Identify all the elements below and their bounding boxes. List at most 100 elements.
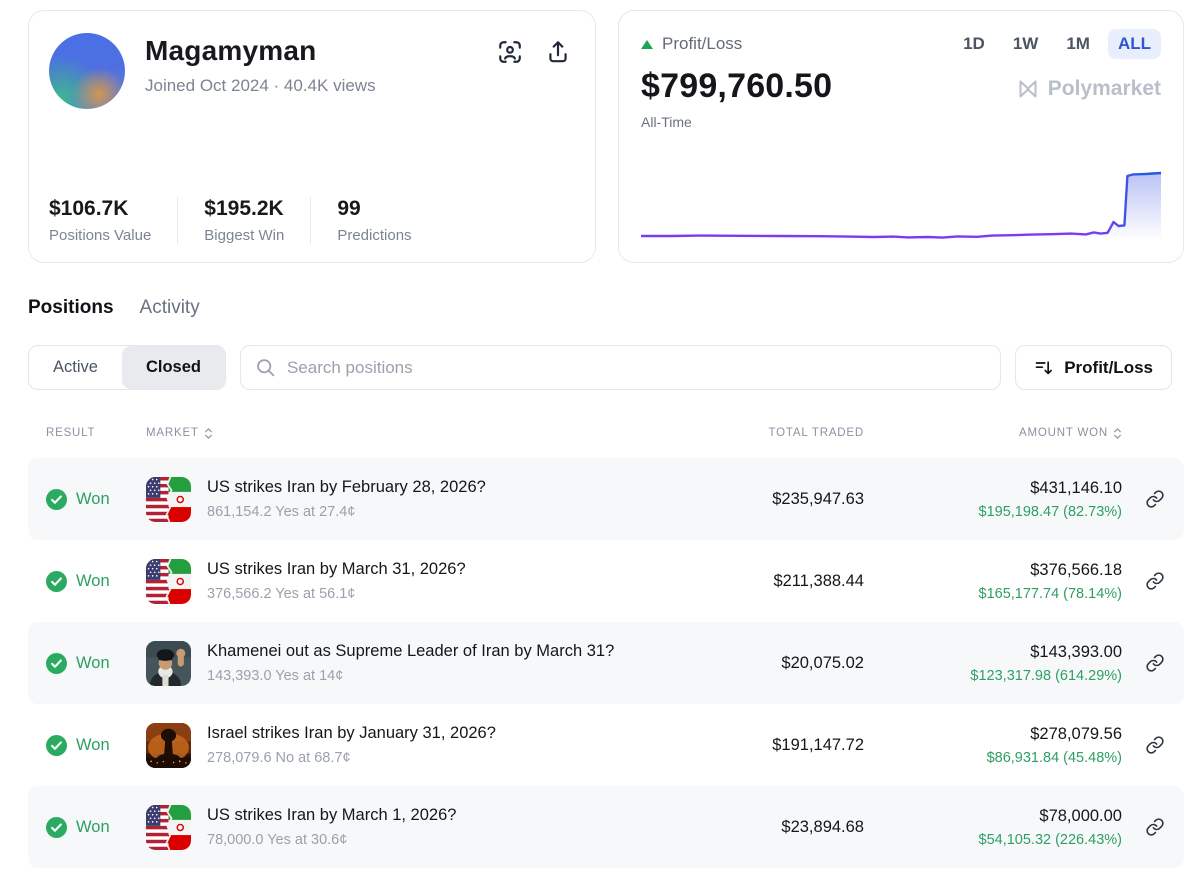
link-icon[interactable] (1145, 735, 1165, 755)
table-row[interactable]: Won US strikes Iran by March 31, 2026? 3… (28, 540, 1184, 622)
stat-value: $106.7K (49, 197, 129, 220)
header-amount-won[interactable]: AMOUNT WON (882, 427, 1126, 440)
result-cell: Won (28, 734, 146, 756)
amount-won-cell: $143,393.00 $123,317.98 (614.29%) (882, 643, 1126, 684)
market-subtitle: 376,566.2 Yes at 56.1¢ (207, 586, 356, 602)
range-all[interactable]: ALL (1107, 29, 1161, 59)
pnl-line (641, 171, 1161, 239)
khamenei-portrait-thumbnail (146, 641, 191, 686)
result-cell: Won (28, 570, 146, 592)
search-positions-box (239, 345, 1002, 390)
link-cell (1126, 653, 1184, 673)
market-subtitle: 861,154.2 Yes at 27.4¢ (207, 504, 356, 520)
us-iran-torn-flags-thumbnail (146, 805, 191, 850)
header-market-label: MARKET (146, 427, 199, 439)
won-check-icon (46, 488, 67, 510)
market-cell: US strikes Iran by March 31, 2026? 376,5… (146, 559, 702, 604)
market-cell: Khamenei out as Supreme Leader of Iran b… (146, 641, 702, 686)
filter-row: Active Closed Profit/Loss (28, 345, 1172, 390)
toggle-active[interactable]: Active (53, 358, 98, 376)
won-detail: $195,198.47 (82.73%) (978, 503, 1123, 520)
market-title[interactable]: Israel strikes Iran by January 31, 2026? (207, 724, 496, 742)
table-row[interactable]: Won US strikes Iran by March 1, 2026? 78… (28, 786, 1184, 868)
pnl-title: Profit/Loss (641, 34, 742, 54)
stat-predictions: 99 Predictions (310, 197, 437, 244)
profile-stats: $106.7K Positions Value $195.2K Biggest … (49, 197, 571, 244)
positions-table: RESULT MARKET TOTAL TRADED AMOUNT WON (28, 420, 1184, 868)
link-icon[interactable] (1145, 817, 1165, 837)
profile-card: Magamyman Joined Oct 2024 · 40.4K views (28, 10, 596, 263)
market-subtitle: 278,079.6 No at 68.7¢ (207, 750, 351, 766)
pnl-value: $799,760.50 (641, 67, 833, 105)
profile-header: Magamyman Joined Oct 2024 · 40.4K views (49, 33, 571, 109)
table-row[interactable]: Won Khamenei out as Supreme Leader of Ir… (28, 622, 1184, 704)
total-traded-value: $23,894.68 (781, 817, 864, 836)
link-icon[interactable] (1145, 571, 1165, 591)
amount-won-cell: $376,566.18 $165,177.74 (78.14%) (882, 561, 1126, 602)
result-label: Won (76, 817, 110, 836)
profile-identity: Magamyman Joined Oct 2024 · 40.4K views (145, 33, 376, 96)
amount-won-value: $431,146.10 (1030, 478, 1122, 497)
market-subtitle: 78,000.0 Yes at 30.6¢ (207, 832, 348, 848)
won-detail: $86,931.84 (45.48%) (986, 749, 1122, 766)
range-1d[interactable]: 1D (963, 34, 985, 53)
polymarket-logo-icon (1019, 80, 1037, 98)
link-cell (1126, 571, 1184, 591)
market-title[interactable]: Khamenei out as Supreme Leader of Iran b… (207, 642, 615, 660)
face-scan-icon[interactable] (497, 39, 523, 65)
pnl-sparkline-chart (641, 171, 1161, 248)
stat-value: $195.2K (204, 197, 284, 220)
total-traded-value: $191,147.72 (772, 735, 864, 754)
toggle-closed[interactable]: Closed (121, 346, 225, 389)
range-1w[interactable]: 1W (1012, 34, 1039, 53)
pnl-period-label: All-Time (641, 114, 692, 130)
won-check-icon (46, 652, 67, 674)
range-1m[interactable]: 1M (1066, 34, 1090, 53)
result-cell: Won (28, 816, 146, 838)
won-detail: $165,177.74 (78.14%) (978, 585, 1123, 602)
won-detail: $123,317.98 (614.29%) (970, 667, 1122, 684)
pnl-label: Profit/Loss (662, 34, 743, 53)
table-row[interactable]: Won Israel strikes Iran by January 31, 2… (28, 704, 1184, 786)
sort-icon (1035, 360, 1053, 374)
section-tabs: Positions Activity (28, 297, 1200, 319)
link-icon[interactable] (1145, 653, 1165, 673)
pnl-value-row: $799,760.50 Polymarket (641, 67, 1161, 106)
share-icon[interactable] (545, 39, 571, 65)
market-title[interactable]: US strikes Iran by February 28, 2026? (207, 478, 486, 496)
stat-label: Predictions (337, 227, 412, 244)
search-input[interactable] (286, 357, 987, 378)
header-result: RESULT (46, 427, 96, 439)
market-cell: Israel strikes Iran by January 31, 2026?… (146, 723, 702, 768)
link-cell (1126, 735, 1184, 755)
market-title[interactable]: US strikes Iran by March 31, 2026? (207, 560, 466, 578)
result-cell: Won (28, 652, 146, 674)
stat-positions-value: $106.7K Positions Value (49, 197, 177, 244)
amount-won-cell: $78,000.00 $54,105.32 (226.43%) (882, 807, 1126, 848)
status-toggle: Active Closed (28, 345, 226, 390)
total-traded-value: $235,947.63 (772, 489, 864, 508)
header-market[interactable]: MARKET (146, 427, 702, 440)
us-iran-torn-flags-thumbnail (146, 477, 191, 522)
us-iran-torn-flags-thumbnail (146, 559, 191, 604)
amount-won-value: $278,079.56 (1030, 724, 1122, 743)
stat-biggest-win: $195.2K Biggest Win (177, 197, 310, 244)
stat-label: Positions Value (49, 227, 152, 244)
won-check-icon (46, 570, 67, 592)
sort-profit-loss-button[interactable]: Profit/Loss (1015, 345, 1172, 390)
sort-chevrons-icon (204, 427, 212, 439)
time-range-selector: 1D 1W 1M ALL (953, 29, 1161, 59)
tab-positions[interactable]: Positions (28, 297, 114, 318)
tab-activity[interactable]: Activity (139, 297, 200, 318)
result-label: Won (76, 489, 110, 508)
total-traded-value: $20,075.02 (781, 653, 864, 672)
link-icon[interactable] (1145, 489, 1165, 509)
stat-value: 99 (337, 197, 361, 220)
total-traded-value: $211,388.44 (773, 571, 864, 590)
table-row[interactable]: Won US strikes Iran by February 28, 2026… (28, 458, 1184, 540)
market-cell: US strikes Iran by March 1, 2026? 78,000… (146, 805, 702, 850)
market-title[interactable]: US strikes Iran by March 1, 2026? (207, 806, 457, 824)
table-rows: Won US strikes Iran by February 28, 2026… (28, 458, 1184, 868)
market-cell: US strikes Iran by February 28, 2026? 86… (146, 477, 702, 522)
amount-won-value: $376,566.18 (1030, 560, 1122, 579)
